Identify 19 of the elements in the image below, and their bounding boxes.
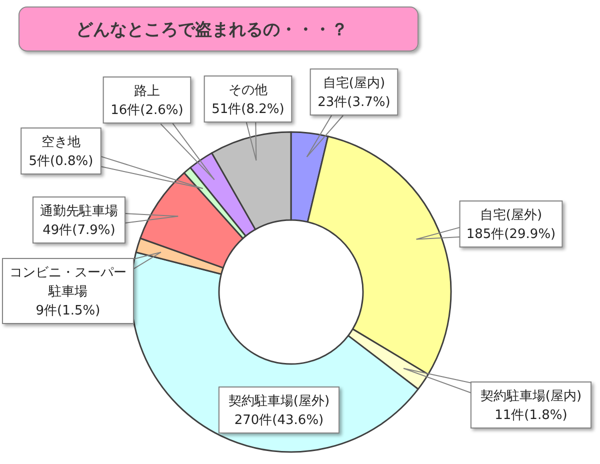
slice-label: コンビニ・スーパー駐車場 [10,266,126,300]
data-label: 16件(2.6%) [110,103,184,118]
data-label: 23件(3.7%) [318,95,390,110]
slice-label: 通勤先駐車場 [40,204,118,220]
slice-label: 契約駐車場(屋内) [480,389,582,404]
slice-label: 自宅(屋外) [480,207,542,224]
data-label: 185件(29.9%) [466,227,556,242]
data-label: 270件(43.6%) [234,413,324,428]
slice-label: その他 [228,83,268,98]
data-label: 9件(1.5%) [36,304,100,319]
data-label: 11件(1.8%) [494,408,568,424]
slice-label: 自宅(屋内) [322,75,386,92]
slice-label: 路上 [134,84,160,100]
data-label: 49件(7.9%) [42,223,116,238]
slice-label: 空き地 [42,135,80,150]
data-label: 5件(0.8%) [28,154,94,170]
data-label: 51件(8.2%) [212,102,284,118]
chart-title: どんなところで盗まれるの・・・？ [76,20,348,40]
slice-label: 契約駐車場(屋外) [228,394,330,410]
